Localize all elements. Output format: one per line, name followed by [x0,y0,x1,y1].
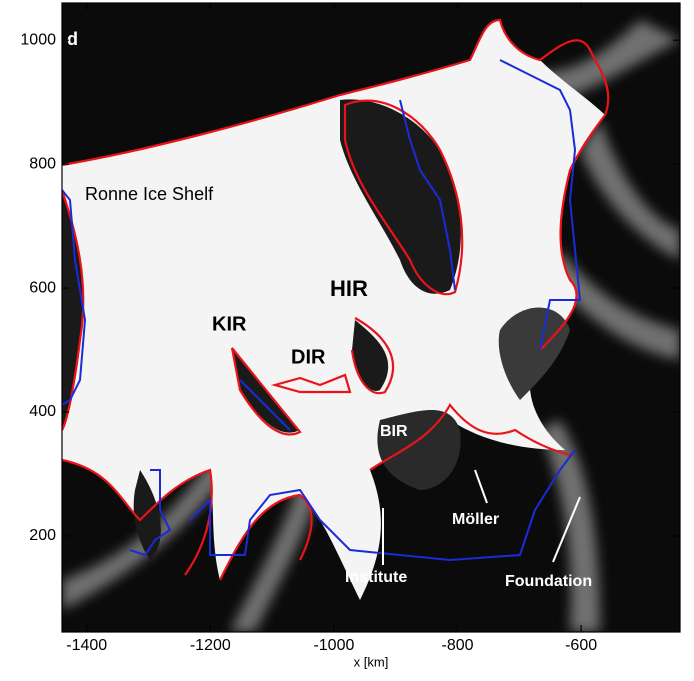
y-tick-label: 800 [29,155,56,172]
map-image [62,3,680,632]
annotation: Institute [345,569,407,586]
y-tick-label: 600 [29,279,56,296]
y-tick-label: 200 [29,527,56,544]
y-tick-label: 400 [29,403,56,420]
panel-label: d [67,29,78,49]
x-tick-label: -800 [442,637,474,654]
x-tick-label: -600 [565,637,597,654]
annotation: Möller [452,511,499,528]
annotation: Foundation [505,573,592,590]
x-axis-label: x [km] [354,654,389,669]
annotation: Ronne Ice Shelf [85,184,214,204]
figure: d x [km] -1400 -1200 -1000 -800 -600 200 400 60… [0,0,694,681]
x-tick-label: -1400 [66,637,107,654]
x-tick-label: -1200 [190,637,231,654]
annotation: KIR [212,313,247,335]
annotation: HIR [330,276,368,301]
y-tick-label: 1000 [20,31,56,48]
annotation: BIR [380,423,408,440]
annotation: DIR [291,346,326,368]
x-tick-label: -1000 [313,637,354,654]
